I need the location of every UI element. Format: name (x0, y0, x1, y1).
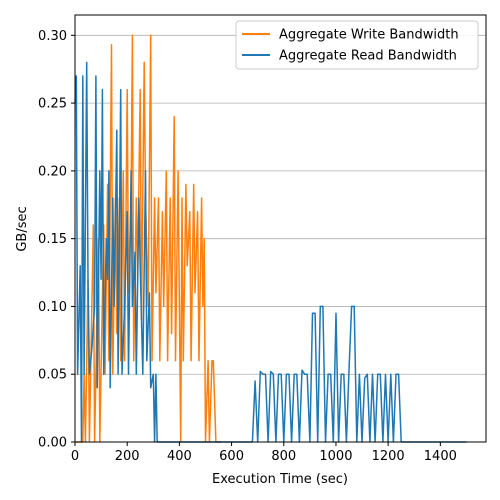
tick-group: 0 200 400 600 800 1000 1200 1400 0.00 0.05 0.10 0.1… (38, 29, 457, 464)
x-tick-label: 1400 (424, 449, 457, 464)
legend-label-write: Aggregate Write Bandwidth (279, 28, 459, 43)
y-tick-label: 0.10 (38, 300, 67, 315)
y-tick-label: 0.05 (38, 368, 67, 383)
series-group (74, 34, 467, 443)
y-tick-label: 0.00 (38, 436, 67, 451)
x-axis-label: Execution Time (sec) (212, 472, 348, 487)
y-axis-label: GB/sec (15, 206, 30, 251)
legend-label-read: Aggregate Read Bandwidth (279, 49, 457, 64)
legend-frame (235, 20, 479, 70)
y-tick-label: 0.25 (38, 97, 67, 112)
x-tick-label: 200 (115, 449, 140, 464)
x-tick-label: 1200 (372, 449, 405, 464)
x-tick-label: 1000 (319, 449, 352, 464)
x-tick-label: 800 (271, 449, 296, 464)
axes (74, 14, 487, 443)
legend: Aggregate Write Bandwidth Aggregate Read… (235, 20, 479, 70)
x-tick-label: 400 (167, 449, 192, 464)
y-tick-label: 0.20 (38, 164, 67, 179)
y-tick-label: 0.30 (38, 29, 67, 44)
x-tick-label: 0 (71, 449, 79, 464)
plot-frame (74, 14, 487, 443)
series-line-read (74, 61, 467, 443)
x-tick-label: 600 (219, 449, 244, 464)
y-tick-label: 0.15 (38, 232, 67, 247)
